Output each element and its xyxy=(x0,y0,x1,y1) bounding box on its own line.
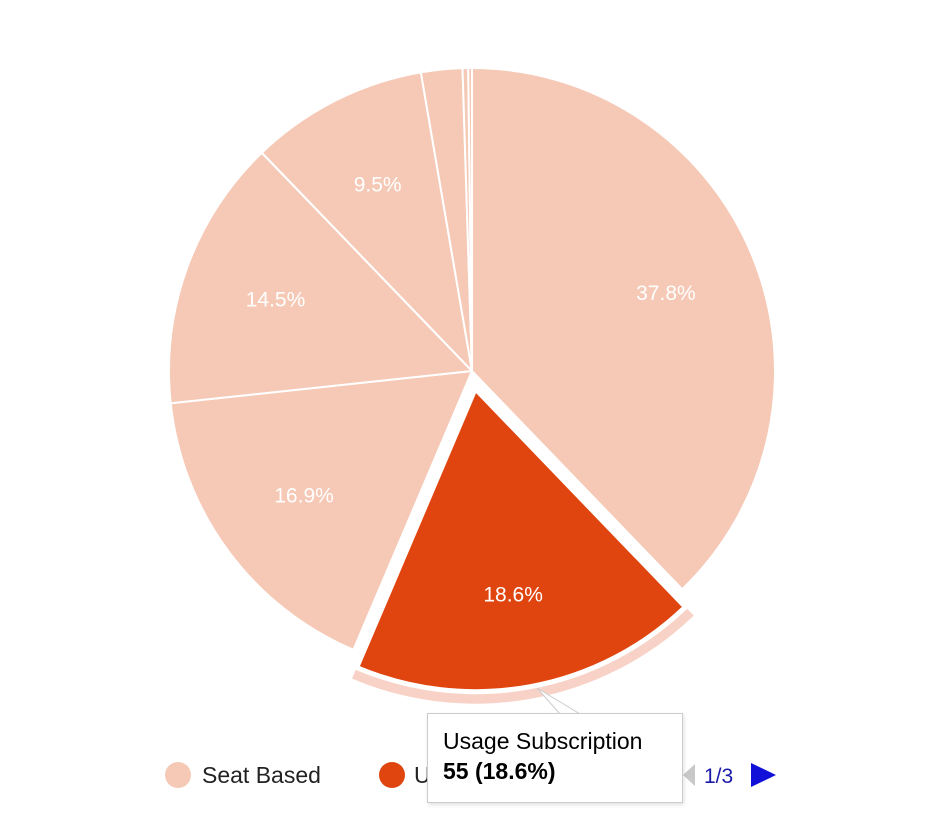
slice-label-1: 37.8% xyxy=(636,282,696,305)
legend-page-indicator: 1/3 xyxy=(704,765,733,788)
pie-slice-halo xyxy=(351,607,694,704)
legend: Seat Based U 1/3 xyxy=(165,762,776,788)
slice-label-5: 9.5% xyxy=(354,173,402,196)
slice-label-3: 16.9% xyxy=(274,484,334,507)
tooltip: Usage Subscription 55 (18.6%) xyxy=(427,713,683,803)
tooltip-value: 55 (18.6%) xyxy=(443,758,556,784)
legend-marker-usage[interactable] xyxy=(379,762,405,788)
legend-label-usage[interactable]: U xyxy=(414,762,431,788)
legend-label-seat-based[interactable]: Seat Based xyxy=(202,762,321,788)
legend-prev-arrow-icon[interactable] xyxy=(683,764,695,786)
slice-label-4: 14.5% xyxy=(246,289,306,312)
legend-next-arrow-icon[interactable] xyxy=(751,763,776,787)
slice-label-2: 18.6% xyxy=(483,583,543,606)
pie-slice-4[interactable] xyxy=(168,151,473,405)
pie-slice-5[interactable] xyxy=(260,71,473,372)
pie-slice-3[interactable] xyxy=(169,370,473,651)
pie-slice-2[interactable] xyxy=(354,386,688,695)
pie-slice-1[interactable] xyxy=(471,67,776,591)
pie-slices xyxy=(168,67,776,704)
pie-slice-8[interactable] xyxy=(467,67,473,372)
legend-marker-seat-based[interactable] xyxy=(165,762,191,788)
slice-labels: 37.8% 18.6% 16.9% 14.5% 9.5% xyxy=(246,173,696,606)
tooltip-title: Usage Subscription xyxy=(443,728,643,754)
